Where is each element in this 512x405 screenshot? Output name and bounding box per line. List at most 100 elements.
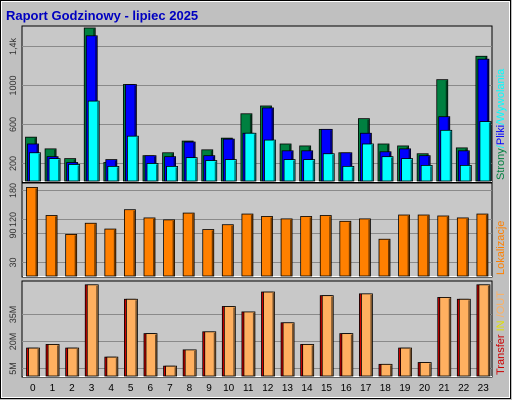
requests-bar-wywolania-16	[342, 166, 355, 182]
transfer-ytick-label: 5M	[8, 362, 18, 375]
locations-bar-shade-lokalizacje-3	[94, 224, 96, 276]
locations-bar-shade-lokalizacje-11	[250, 215, 253, 276]
locations-bar-lokalizacje-2	[65, 233, 78, 277]
locations-bar-lokalizacje-18	[378, 238, 391, 277]
locations-bar-shade-lokalizacje-20	[427, 216, 429, 276]
requests-bar-shade-pliki-5	[134, 85, 136, 181]
transfer-bar-out-23	[478, 284, 491, 377]
transfer-bar-shade-out-14	[311, 345, 314, 376]
requests-bar-wywolania-4	[107, 166, 120, 182]
transfer-bar-out-16	[341, 333, 354, 377]
transfer-bar-shade-out-9	[213, 332, 216, 376]
requests-bar-wywolania-1	[48, 158, 61, 182]
transfer-bar-shade-out-15	[331, 296, 333, 376]
transfer-bar-shade-out-11	[252, 312, 255, 376]
requests-bar-shade-wywolania-21	[449, 131, 452, 181]
requests-series-label-part: Wywolania	[495, 68, 507, 122]
transfer-bar-shade-out-1	[57, 345, 59, 376]
locations-bar-shade-lokalizacje-17	[368, 219, 370, 276]
requests-bar-shade-wywolania-13	[293, 160, 295, 181]
locations-bar-lokalizacje-16	[339, 220, 352, 277]
x-axis-labels: 0 1 2 3 4 5 6 7 8 9 10 11 12 13 14 15 16 17 18 19 20 21 22 23	[30, 383, 489, 394]
transfer-bar-out-0	[28, 347, 40, 377]
x-tick-label-hour-18: 18	[380, 383, 392, 394]
x-tick-label-hour-0: 0	[30, 383, 36, 394]
requests-bar-wywolania-21	[440, 129, 453, 182]
requests-series-label-part: /	[495, 144, 507, 148]
requests-bar-shade-wywolania-0	[38, 153, 40, 181]
locations-bar-shade-lokalizacje-8	[192, 214, 194, 276]
x-tick-label-hour-16: 16	[341, 383, 353, 394]
x-tick-label-hour-15: 15	[321, 383, 333, 394]
transfer-bar-shade-out-6	[155, 334, 157, 376]
requests-bar-shade-wywolania-19	[410, 159, 413, 181]
locations-bar-lokalizacje-19	[398, 214, 410, 277]
requests-bar-shade-wywolania-23	[488, 122, 491, 181]
x-tick-label-hour-3: 3	[89, 383, 95, 394]
requests-bar-shade-wywolania-20	[430, 166, 432, 181]
requests-ytick-label: 1,4k	[8, 37, 18, 55]
locations-bar-lokalizacje-8	[182, 212, 195, 277]
transfer-bar-out-8	[184, 349, 197, 377]
transfer-bar-shade-out-2	[76, 349, 79, 376]
transfer-series-label-part: OUT	[495, 291, 507, 315]
locations-bar-lokalizacje-0	[26, 187, 38, 277]
x-tick-label-hour-13: 13	[282, 383, 294, 394]
locations-bar-shade-lokalizacje-13	[290, 219, 292, 276]
requests-series-label: Strony/Pliki/Wywolania	[495, 68, 507, 180]
x-tick-label-hour-23: 23	[478, 383, 490, 394]
locations-bar-shade-lokalizacje-21	[446, 216, 449, 276]
transfer-bar-shade-out-23	[487, 285, 490, 376]
transfer-bar-shade-out-13	[292, 323, 294, 376]
requests-bar-shade-wywolania-12	[273, 141, 275, 181]
chart-title: Raport Godzinowy - lipiec 2025	[6, 8, 198, 23]
x-tick-label-hour-20: 20	[419, 383, 431, 394]
x-tick-label-hour-8: 8	[187, 383, 193, 394]
locations-bar-lokalizacje-11	[241, 213, 254, 277]
x-tick-label-hour-10: 10	[223, 383, 235, 394]
locations-bar-lokalizacje-15	[319, 215, 332, 277]
transfer-bar-out-21	[439, 297, 452, 377]
requests-bar-wywolania-12	[264, 139, 276, 182]
requests-series-label-part: Strony	[495, 148, 507, 180]
transfer-bar-out-6	[145, 333, 158, 377]
requests-bar-shade-wywolania-17	[371, 144, 373, 181]
locations-ytick-label: 180	[8, 183, 18, 198]
locations-bar-shade-lokalizacje-23	[485, 215, 488, 276]
chart-panels: 20060010001,4kStrony/Pliki/Wywolania3090…	[8, 25, 507, 378]
transfer-series-label-part: /	[495, 313, 507, 317]
locations-bar-lokalizacje-17	[359, 218, 371, 277]
transfer-bar-shade-out-16	[350, 334, 353, 376]
transfer-bar-out-22	[458, 298, 471, 377]
requests-bar-wywolania-17	[362, 143, 374, 182]
requests-bar-wywolania-11	[244, 132, 257, 182]
locations-bar-shade-lokalizacje-1	[55, 216, 57, 276]
locations-bar-shade-lokalizacje-2	[74, 235, 77, 276]
requests-bar-shade-wywolania-14	[312, 160, 315, 181]
transfer-ytick-label: 20M	[8, 333, 18, 351]
requests-bar-shade-wywolania-8	[195, 158, 197, 181]
requests-bar-shade-wywolania-3	[97, 102, 99, 181]
requests-ytick-label: 200	[8, 156, 18, 171]
transfer-series-label: Transfer IN /OUT	[495, 291, 507, 375]
transfer-bar-shade-out-5	[135, 300, 137, 376]
requests-bar-shade-wywolania-11	[253, 134, 256, 181]
x-tick-label-hour-2: 2	[69, 383, 75, 394]
locations-bar-lokalizacje-13	[280, 218, 293, 277]
requests-ytick-label: 1000	[8, 75, 18, 95]
locations-ytick-label: 120	[8, 212, 18, 227]
requests-bar-shade-wywolania-18	[391, 157, 393, 181]
transfer-bar-out-7	[165, 365, 177, 377]
locations-bar-lokalizacje-7	[163, 219, 175, 277]
requests-plot-area	[21, 25, 493, 183]
requests-bar-shade-wywolania-10	[234, 160, 236, 181]
locations-bar-lokalizacje-4	[104, 228, 117, 277]
transfer-bar-out-18	[380, 363, 393, 377]
locations-bar-lokalizacje-9	[202, 229, 215, 277]
x-tick-label-hour-21: 21	[438, 383, 450, 394]
transfer-ytick-label: 35M	[8, 306, 18, 324]
locations-series-label: Lokalizacje	[495, 221, 507, 275]
requests-bar-wywolania-3	[87, 100, 100, 182]
